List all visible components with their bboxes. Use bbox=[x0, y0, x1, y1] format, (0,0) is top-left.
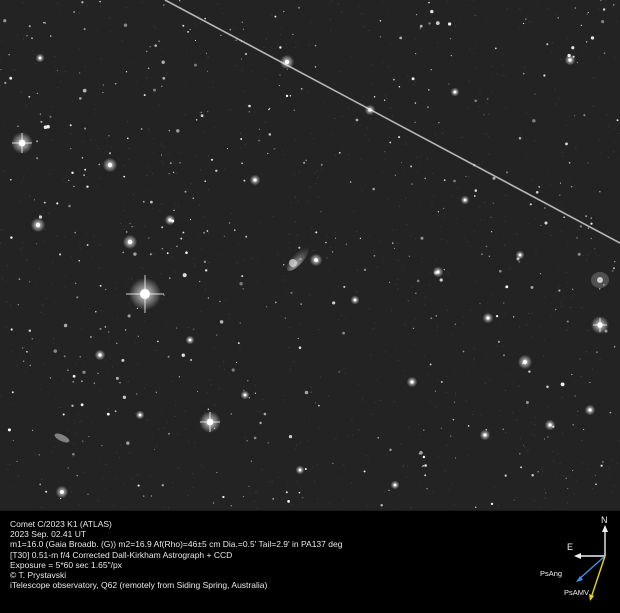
star bbox=[354, 299, 357, 302]
star bbox=[519, 254, 522, 257]
star bbox=[314, 258, 318, 262]
orientation-compass: N E PsAng PsAMV bbox=[520, 512, 620, 612]
star bbox=[108, 163, 112, 167]
star bbox=[523, 360, 527, 364]
star bbox=[253, 178, 256, 181]
caption-telescope: [T30] 0.51-m f/4 Corrected Dall-Kirkham … bbox=[10, 550, 342, 560]
star bbox=[394, 484, 397, 487]
caption-text: Comet C/2023 K1 (ATLAS) 2023 Sep. 02.41 … bbox=[10, 519, 342, 590]
caption-copyright: © T. Prystavski bbox=[10, 570, 342, 580]
caption-photometry: m1=16.0 (Gaia Broadb. (G)) m2=16.9 Af(Rh… bbox=[10, 539, 342, 549]
east-label: E bbox=[567, 542, 573, 552]
sky-background bbox=[0, 0, 620, 510]
caption-title: Comet C/2023 K1 (ATLAS) bbox=[10, 519, 342, 529]
star bbox=[285, 60, 289, 64]
caption-observatory: iTelescope observatory, Q62 (remotely fr… bbox=[10, 580, 342, 590]
star bbox=[588, 408, 591, 411]
star bbox=[244, 394, 247, 397]
star bbox=[410, 380, 413, 383]
star bbox=[299, 469, 302, 472]
star bbox=[568, 58, 571, 61]
psang-label: PsAng bbox=[540, 569, 562, 578]
star bbox=[168, 218, 171, 221]
galaxy-right bbox=[591, 272, 609, 288]
east-arrowhead-icon bbox=[574, 553, 581, 559]
north-label: N bbox=[601, 515, 608, 525]
star bbox=[436, 270, 439, 273]
star bbox=[60, 490, 64, 494]
star bbox=[464, 199, 467, 202]
star bbox=[368, 108, 371, 111]
comet-coma bbox=[289, 259, 297, 267]
star bbox=[36, 223, 40, 227]
star bbox=[189, 339, 192, 342]
star bbox=[128, 240, 132, 244]
psamv-arrowhead-icon bbox=[589, 594, 594, 601]
star bbox=[39, 57, 42, 60]
north-arrowhead-icon bbox=[602, 525, 608, 532]
star bbox=[483, 433, 486, 436]
caption-date: 2023 Sep. 02.41 UT bbox=[10, 529, 342, 539]
star-field-image bbox=[0, 0, 620, 510]
star bbox=[486, 316, 489, 319]
star bbox=[98, 353, 101, 356]
star bbox=[548, 423, 551, 426]
psamv-label: PsAMV bbox=[564, 588, 589, 597]
star bbox=[454, 91, 457, 94]
caption-exposure: Exposure = 5*60 sec 1.65"/px bbox=[10, 560, 342, 570]
star bbox=[139, 414, 142, 417]
